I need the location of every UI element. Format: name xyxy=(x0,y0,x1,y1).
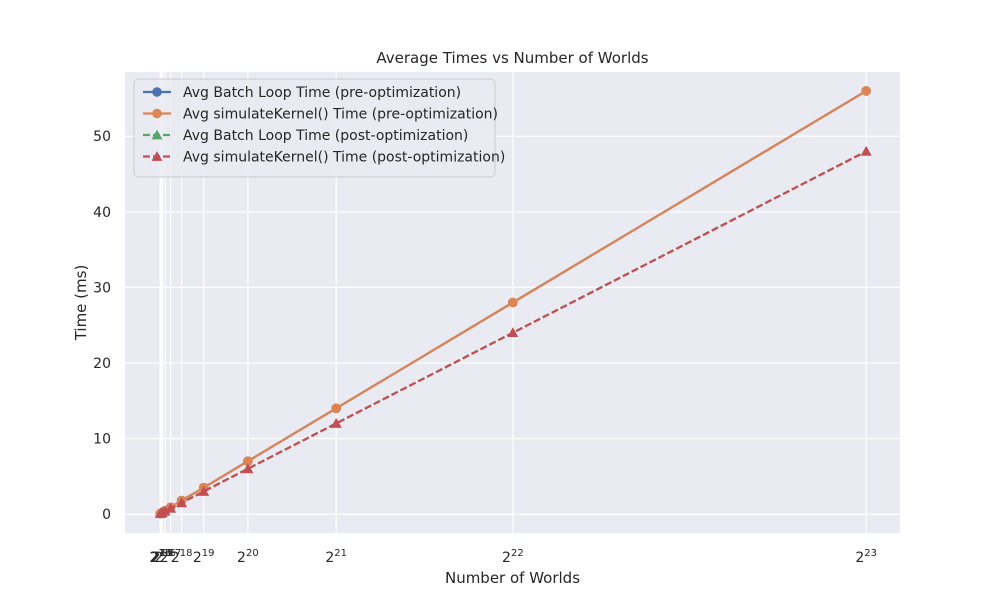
y-tick-label: 20 xyxy=(93,356,111,372)
x-axis-label: Number of Worlds xyxy=(445,569,580,587)
chart-title: Average Times vs Number of Worlds xyxy=(376,49,648,67)
y-tick-label: 30 xyxy=(93,280,111,296)
x-tick-label: 219 xyxy=(193,548,215,566)
data-point xyxy=(331,403,342,414)
legend-marker xyxy=(151,129,163,140)
data-point xyxy=(165,502,176,513)
y-tick-label: 0 xyxy=(102,507,111,523)
x-tick-label: 223 xyxy=(855,548,877,566)
x-tick-label: 216 xyxy=(154,548,176,566)
legend-marker xyxy=(151,151,163,161)
y-tick-labels: 0 10 20 30 40 50 xyxy=(93,129,111,523)
x-tick-label: 221 xyxy=(325,548,347,566)
legend-label: Avg simulateKernel() Time (pre-optimizat… xyxy=(183,107,498,123)
legend: Avg Batch Loop Time (pre-optimization) Av… xyxy=(133,78,505,178)
legend-label: Avg Batch Loop Time (pre-optimization) xyxy=(183,85,461,101)
y-tick-label: 50 xyxy=(93,129,111,145)
legend-item: Avg Batch Loop Time (pre-optimization) xyxy=(143,85,461,101)
x-tick-label: 214 xyxy=(150,548,172,566)
legend-label: Avg simulateKernel() Time (post-optimiza… xyxy=(183,150,505,166)
x-tick-label: 220 xyxy=(237,548,259,566)
data-point xyxy=(176,497,188,508)
legend-item: Avg simulateKernel() Time (pre-optimizat… xyxy=(143,107,498,123)
x-tick-label: 213 xyxy=(149,548,171,566)
data-point xyxy=(242,463,254,474)
series-4 xyxy=(154,145,872,519)
x-tick-label: 215 xyxy=(151,548,173,566)
legend-item: Avg simulateKernel() Time (post-optimiza… xyxy=(143,150,505,166)
y-tick-label: 40 xyxy=(93,205,111,221)
legend-label: Avg Batch Loop Time (post-optimization) xyxy=(183,128,468,144)
x-tick-label: 218 xyxy=(171,548,193,566)
legend-box xyxy=(133,78,496,178)
legend-marker xyxy=(152,108,162,119)
series-layer xyxy=(154,86,872,519)
legend-marker xyxy=(152,87,162,97)
x-tick-label: 222 xyxy=(502,548,524,566)
legend-item: Avg Batch Loop Time (post-optimization) xyxy=(143,128,468,144)
data-point xyxy=(860,145,872,156)
y-axis-label: Time (ms) xyxy=(72,265,90,342)
data-point xyxy=(243,456,253,467)
data-point xyxy=(508,297,518,308)
data-point xyxy=(198,486,210,496)
data-point xyxy=(507,327,519,338)
data-point xyxy=(861,86,871,96)
x-tick-label: 217 xyxy=(160,548,182,566)
data-point xyxy=(330,418,342,428)
y-tick-label: 10 xyxy=(93,432,111,448)
data-point xyxy=(159,505,171,516)
